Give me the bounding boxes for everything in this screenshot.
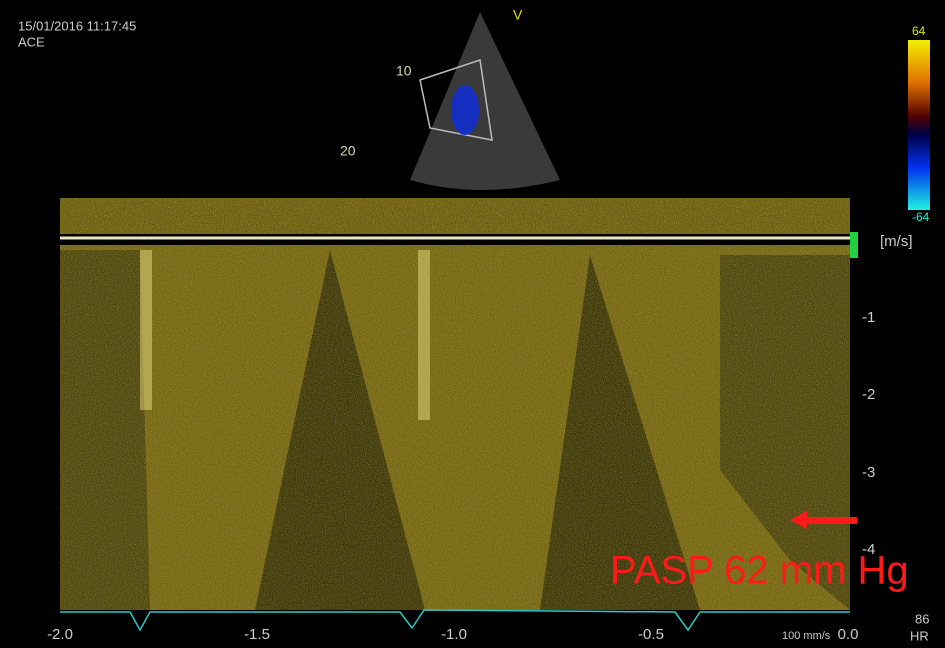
velocity-tick: -2 (862, 386, 875, 403)
time-tick: -1.5 (244, 626, 270, 643)
time-tick: -2.0 (47, 626, 73, 643)
heart-rate-label: HR (910, 628, 929, 643)
screen: 15/01/2016 11:17:45 ACE 10 20 V 64 -64 [… (0, 0, 945, 648)
velocity-tick: -3 (862, 464, 875, 481)
color-bar-top: 64 (912, 24, 926, 38)
datetime: 15/01/2016 11:17:45 (18, 18, 136, 33)
sector-marker: V (513, 7, 523, 23)
color-bar-bottom: -64 (912, 210, 930, 224)
color-bar (908, 40, 930, 210)
velocity-tick: -1 (862, 309, 875, 326)
mode: ACE (18, 34, 45, 49)
heart-rate: 86 (915, 611, 929, 626)
depth-label: 10 (396, 63, 412, 79)
depth-label: 20 (340, 143, 356, 159)
time-tick: 0.0 (838, 626, 859, 643)
sweep-speed: 100 mm/s (782, 630, 831, 642)
baseline-marker (850, 232, 858, 258)
m-strip (60, 198, 850, 234)
ultrasound-view: 15/01/2016 11:17:45 ACE 10 20 V 64 -64 [… (0, 0, 945, 648)
time-tick: -0.5 (638, 626, 664, 643)
velocity-unit: [m/s] (880, 233, 913, 250)
annotation: PASP 62 mm Hg (610, 549, 909, 593)
time-tick: -1.0 (441, 626, 467, 643)
